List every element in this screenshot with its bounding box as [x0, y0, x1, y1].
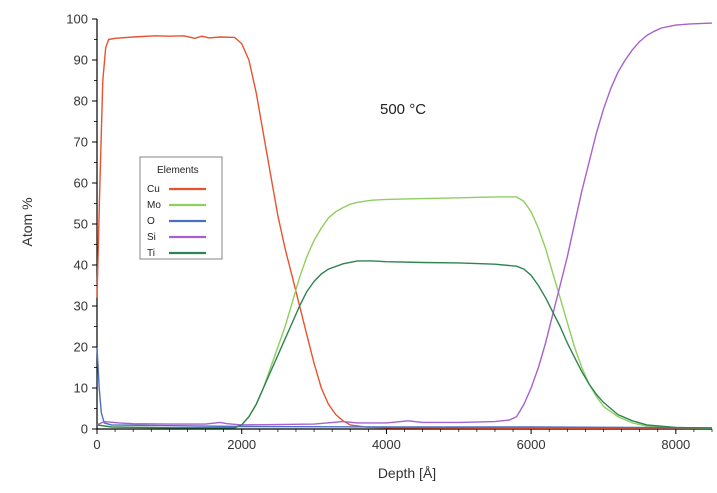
series-line-cu: [96, 35, 712, 429]
y-tick-label: 10: [74, 381, 88, 396]
y-tick-label: 50: [74, 217, 88, 232]
y-tick-label: 90: [74, 53, 88, 68]
x-axis-title: Depth [Å]: [378, 465, 436, 481]
legend-title: Elements: [157, 165, 199, 176]
legend-label-o: O: [147, 216, 155, 227]
x-tick-label: 4000: [372, 437, 401, 452]
legend-label-si: Si: [147, 232, 156, 243]
series-line-o: [96, 346, 713, 429]
y-tick-label: 20: [74, 340, 88, 355]
legend-label-mo: Mo: [147, 200, 161, 211]
legend-items: Cu Mo O Si Ti: [147, 184, 206, 259]
y-tick-label: 100: [66, 12, 88, 27]
x-tick-label: 8000: [661, 437, 690, 452]
series-line-ti: [96, 260, 713, 429]
y-tick-label: 30: [74, 299, 88, 314]
legend-label-cu: Cu: [147, 184, 160, 195]
y-tick-label: 60: [74, 176, 88, 191]
ticks-layer: 0 10 20 30 40 50 60 70 80 90 100 0 2000 4000 6000 8000: [66, 12, 713, 452]
x-tick-label: 6000: [517, 437, 546, 452]
series-line-si: [96, 22, 713, 426]
legend: Elements Cu Mo O Si Ti: [139, 156, 223, 260]
series-layer: [96, 22, 713, 429]
y-tick-label: 40: [74, 258, 88, 273]
legend-label-ti: Ti: [147, 248, 155, 259]
y-tick-label: 0: [81, 422, 88, 437]
y-axis-title: Atom %: [19, 197, 35, 246]
x-tick-label: 2000: [227, 437, 256, 452]
x-tick-label: 0: [93, 437, 100, 452]
y-tick-label: 70: [74, 135, 88, 150]
y-tick-label: 80: [74, 94, 88, 109]
legend-box: [139, 156, 223, 260]
temperature-annotation: 500 °C: [380, 101, 426, 118]
